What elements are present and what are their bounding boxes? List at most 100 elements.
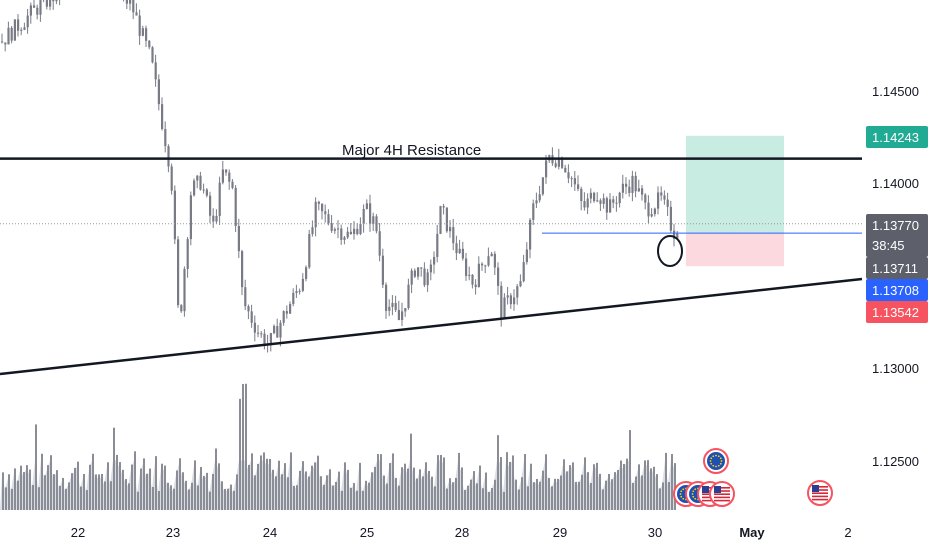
volume-bar [338,471,340,510]
volume-bar [410,433,412,510]
volume-bar [482,488,484,510]
price-badge: 1.13711 [866,257,928,279]
volume-bar [185,480,187,510]
volume-bar [614,472,616,510]
volume-bar [557,478,559,510]
volume-bar [419,469,421,510]
wick-highlight-circle[interactable] [657,235,683,267]
volume-bar [269,458,271,510]
volume-bar [92,453,94,510]
candle [554,160,557,169]
economic-events[interactable] [673,448,833,507]
candle [257,325,260,338]
candle [439,205,442,235]
price-tick-label: 1.14000 [872,176,919,191]
price-axis[interactable]: 1.14500 1.14000 1.13000 1.12500 [872,84,919,469]
profit-zone [686,135,784,234]
candle [503,293,506,319]
candle [1,33,4,44]
candle [305,265,308,282]
volume-bar [386,483,388,510]
volume-bar [476,483,478,510]
volume-bar [314,462,316,510]
volume-bar [473,471,475,510]
candle [189,191,192,246]
volume-bar [497,435,499,510]
candle [42,0,45,3]
candle [381,248,384,289]
time-tick-label: 2 [844,525,851,540]
price-badge-value: 1.13711 [872,261,918,276]
candle [125,0,128,10]
volume-bar [347,469,349,510]
volume-bar [416,478,418,510]
volume-bar [317,455,319,510]
price-tick-label: 1.14500 [872,84,919,99]
volume-bar [308,476,310,510]
volume-bar [215,448,217,510]
candles-layer [1,0,679,353]
candle [45,0,48,10]
candle [529,218,532,259]
volume-bar [467,485,469,510]
volume-bar [629,430,631,510]
volume-bar [572,462,574,510]
candle [673,224,676,247]
drawing-lines[interactable] [0,157,863,376]
volume-bar [209,491,211,510]
candle [20,27,23,36]
position-zones[interactable] [686,135,784,267]
candle [221,160,224,185]
volume-bar [527,486,529,510]
volume-bar [23,472,25,510]
candle [218,176,221,226]
volume-bar [368,482,370,510]
volume-layer [0,383,676,510]
candle [583,192,586,211]
candle [183,266,186,317]
loss-zone [686,233,784,267]
candle [506,286,509,305]
volume-bar [566,471,568,510]
volume-bar [161,463,163,510]
volume-bar [200,467,202,510]
candle [497,262,500,295]
candle [324,204,327,223]
volume-bar [620,460,622,510]
candle [295,284,298,298]
candle [234,185,237,232]
candle [577,175,580,192]
volume-bar [305,471,307,510]
volume-bar [212,473,214,510]
candle [317,200,320,211]
volume-bar [83,473,85,510]
volume-bar [470,479,472,510]
time-tick-label: 22 [71,525,85,540]
volume-bar [587,472,589,510]
volume-bar [422,476,424,510]
volume-bar [659,488,661,510]
price-badge: 1.13708 [866,279,928,301]
volume-bar [113,427,115,510]
volume-bar [251,453,253,510]
volume-bar [458,452,460,510]
volume-bar [488,491,490,510]
volume-bar [389,463,391,510]
volume-bar [539,481,541,510]
candle [378,223,381,262]
us-flag-icon [709,481,735,507]
volume-bar [278,460,280,510]
volume-bar [644,460,646,510]
time-tick-label: 24 [263,525,277,540]
candle [164,121,167,153]
candle [36,4,39,20]
time-axis[interactable]: 22 23 24 25 28 29 30 May 2 [71,525,852,540]
resistance-annotation[interactable]: Major 4H Resistance [342,142,481,159]
candle [541,177,544,196]
candle [52,0,55,10]
volume-bar [131,464,133,510]
volume-bar [5,487,7,510]
candle [59,0,61,6]
candle [298,288,301,295]
